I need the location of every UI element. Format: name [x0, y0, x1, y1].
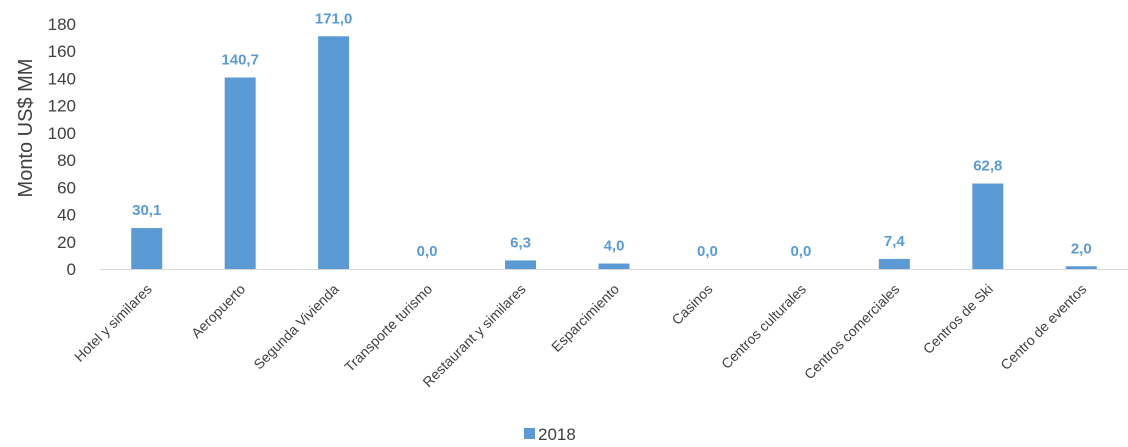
data-label: 7,4 — [884, 233, 906, 250]
x-tick-label: Restaurant y similares — [419, 281, 528, 390]
y-tick-label: 140 — [48, 69, 76, 88]
x-tick-label: Centros culturales — [718, 281, 809, 372]
bar — [131, 228, 163, 269]
bar — [1065, 266, 1097, 269]
data-label: 6,3 — [510, 234, 531, 251]
data-label: 0,0 — [790, 243, 811, 260]
data-label: 2,0 — [1071, 240, 1092, 257]
bar-series — [131, 36, 1097, 269]
y-axis: 0 20 40 60 80 100 120 140 160 180 — [48, 15, 76, 279]
legend: 2018 — [524, 425, 576, 444]
legend-label: 2018 — [538, 425, 576, 444]
x-tick-label: Aeropuerto — [188, 281, 248, 341]
y-axis-label: Monto US$ MM — [15, 59, 37, 198]
x-tick-label: Segunda Vivienda — [250, 281, 342, 373]
x-tick-label: Casinos — [668, 281, 715, 328]
x-tick-label: Centros comerciales — [801, 281, 903, 383]
bar — [224, 77, 256, 269]
y-tick-label: 40 — [57, 206, 76, 225]
y-tick-label: 120 — [48, 97, 76, 116]
bar — [318, 36, 350, 269]
x-tick-label: Centro de eventos — [997, 281, 1089, 373]
y-tick-label: 160 — [48, 42, 76, 61]
y-tick-label: 100 — [48, 124, 76, 143]
legend-swatch — [524, 428, 535, 439]
y-tick-label: 20 — [57, 233, 76, 252]
data-label: 0,0 — [697, 243, 718, 260]
y-tick-label: 60 — [57, 178, 76, 197]
bar — [972, 183, 1004, 269]
data-label: 140,7 — [221, 51, 259, 68]
data-label: 4,0 — [604, 238, 625, 255]
bar — [505, 260, 537, 269]
y-tick-label: 180 — [48, 15, 76, 34]
data-labels: 30,1 140,7 171,0 0,0 6,3 4,0 0,0 0,0 7,4 62,8 2,0 — [132, 10, 1092, 260]
x-tick-label: Hotel y similares — [71, 281, 155, 365]
data-label: 62,8 — [973, 158, 1002, 175]
x-tick-label: Transporte turismo — [341, 281, 435, 375]
x-tick-label: Centros de Ski — [920, 281, 996, 357]
data-label: 171,0 — [315, 10, 353, 27]
y-tick-label: 0 — [67, 260, 76, 279]
x-tick-label: Esparcimiento — [548, 281, 622, 355]
bar — [878, 258, 910, 269]
bar — [598, 263, 630, 269]
y-tick-label: 80 — [57, 151, 76, 170]
data-label: 30,1 — [132, 202, 161, 219]
x-axis: Hotel y similares Aeropuerto Segunda Vivie… — [71, 281, 1089, 390]
data-label: 0,0 — [417, 243, 438, 260]
